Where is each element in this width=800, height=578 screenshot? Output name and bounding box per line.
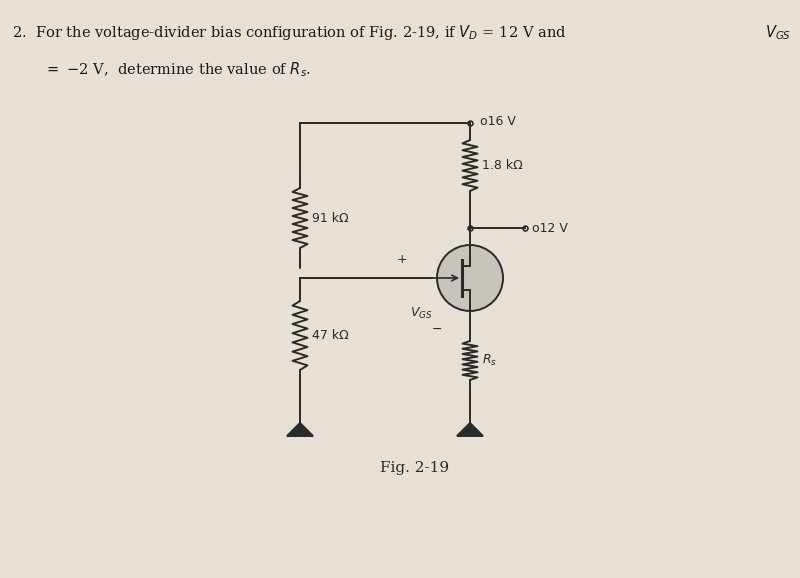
Text: Fig. 2-19: Fig. 2-19 <box>381 461 450 475</box>
Text: $V_{GS}$: $V_{GS}$ <box>410 305 433 321</box>
Polygon shape <box>287 423 313 436</box>
Text: $=$ $-$2 V,  determine the value of $R_s$.: $=$ $-$2 V, determine the value of $R_s$… <box>44 60 311 79</box>
Text: 2.  For the voltage-divider bias configuration of Fig. 2-19, if $V_D$ = 12 V and: 2. For the voltage-divider bias configur… <box>12 23 566 42</box>
Text: 47 kΩ: 47 kΩ <box>312 329 349 342</box>
Text: $R_s$: $R_s$ <box>482 353 497 368</box>
Text: +: + <box>397 253 407 266</box>
Circle shape <box>437 245 503 311</box>
Text: 91 kΩ: 91 kΩ <box>312 212 349 224</box>
Text: 1.8 kΩ: 1.8 kΩ <box>482 159 522 172</box>
Polygon shape <box>457 423 483 436</box>
Text: $V_{GS}$: $V_{GS}$ <box>765 23 791 42</box>
Text: o12 V: o12 V <box>532 221 568 235</box>
Text: −: − <box>432 323 442 336</box>
Text: o16 V: o16 V <box>480 114 516 128</box>
